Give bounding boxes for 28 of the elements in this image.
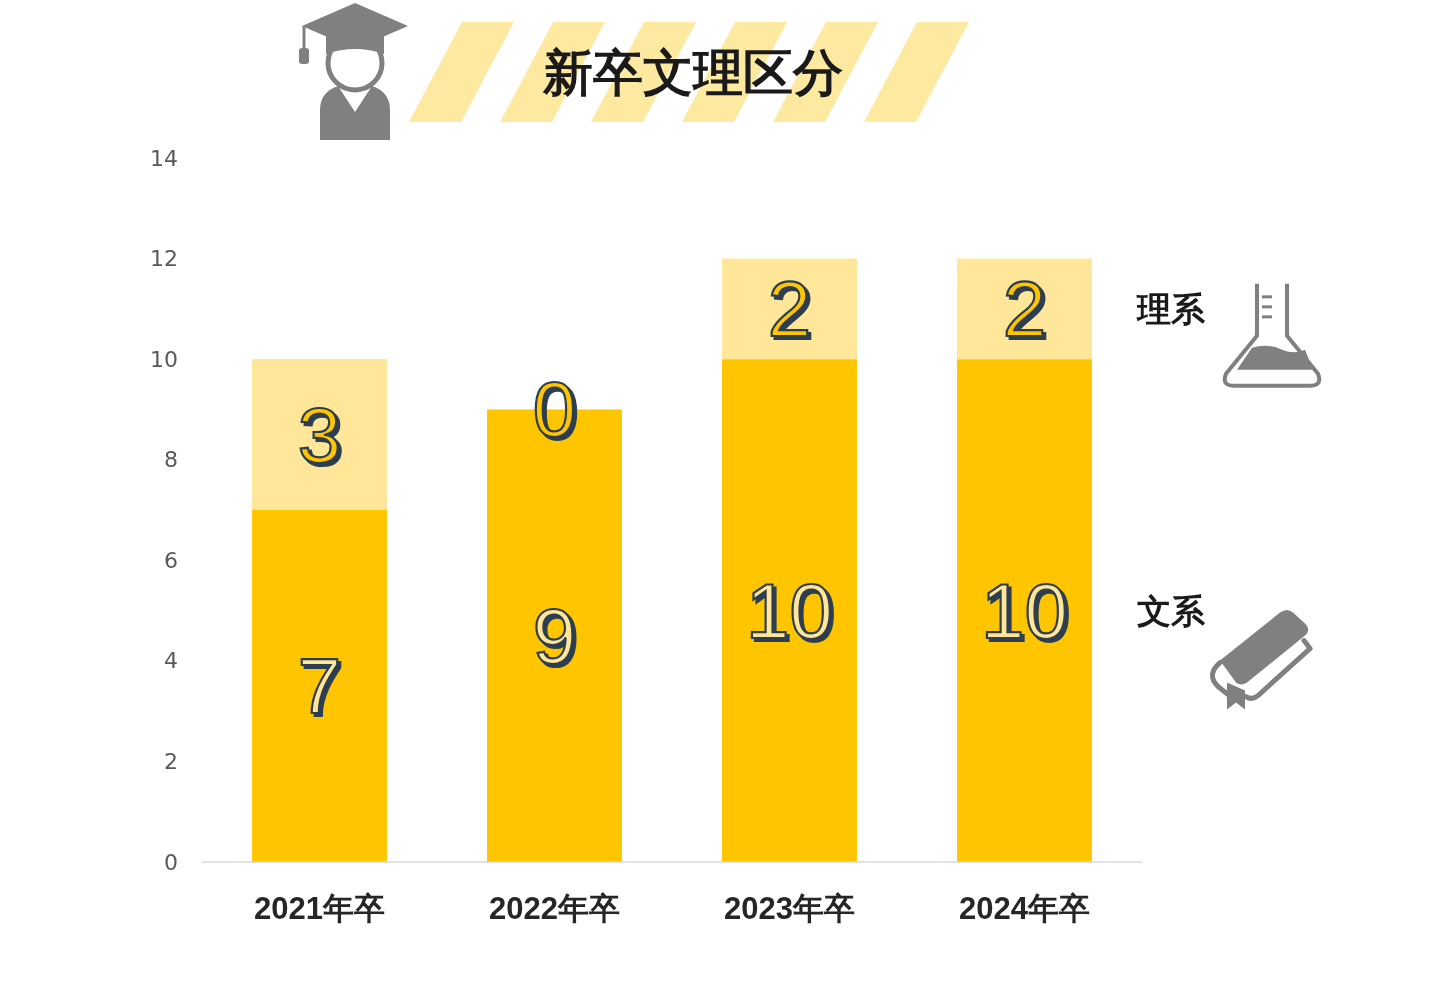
y-tick-label: 10 <box>150 346 178 372</box>
bar <box>252 359 387 510</box>
y-tick-label: 6 <box>164 547 178 573</box>
bar <box>252 510 387 862</box>
data-label: 2 <box>767 264 812 353</box>
x-tick-label: 2023年卒 <box>724 890 855 926</box>
y-tick-label: 8 <box>164 447 178 473</box>
data-label: 9 <box>532 591 577 680</box>
y-tick-label: 12 <box>150 246 178 272</box>
y-tick-label: 14 <box>150 145 178 171</box>
series-label: 文系 <box>1137 591 1206 630</box>
bar <box>957 359 1092 862</box>
x-tick-label: 2022年卒 <box>489 890 620 926</box>
data-label: 7 <box>297 642 342 730</box>
bar <box>722 258 857 360</box>
data-label: 2 <box>1002 264 1047 353</box>
bar <box>957 258 1092 360</box>
bar <box>722 359 857 862</box>
y-tick-label: 4 <box>164 648 178 674</box>
chart-title: 新卒文理区分 <box>542 45 843 101</box>
y-tick-label: 0 <box>164 849 178 875</box>
y-tick-label: 2 <box>164 748 178 774</box>
x-tick-label: 2024年卒 <box>959 890 1090 926</box>
data-label: 10 <box>981 566 1068 655</box>
data-label: 10 <box>746 566 833 655</box>
series-label: 理系 <box>1136 289 1206 328</box>
data-label: 3 <box>297 390 342 479</box>
x-tick-label: 2021年卒 <box>254 890 385 926</box>
